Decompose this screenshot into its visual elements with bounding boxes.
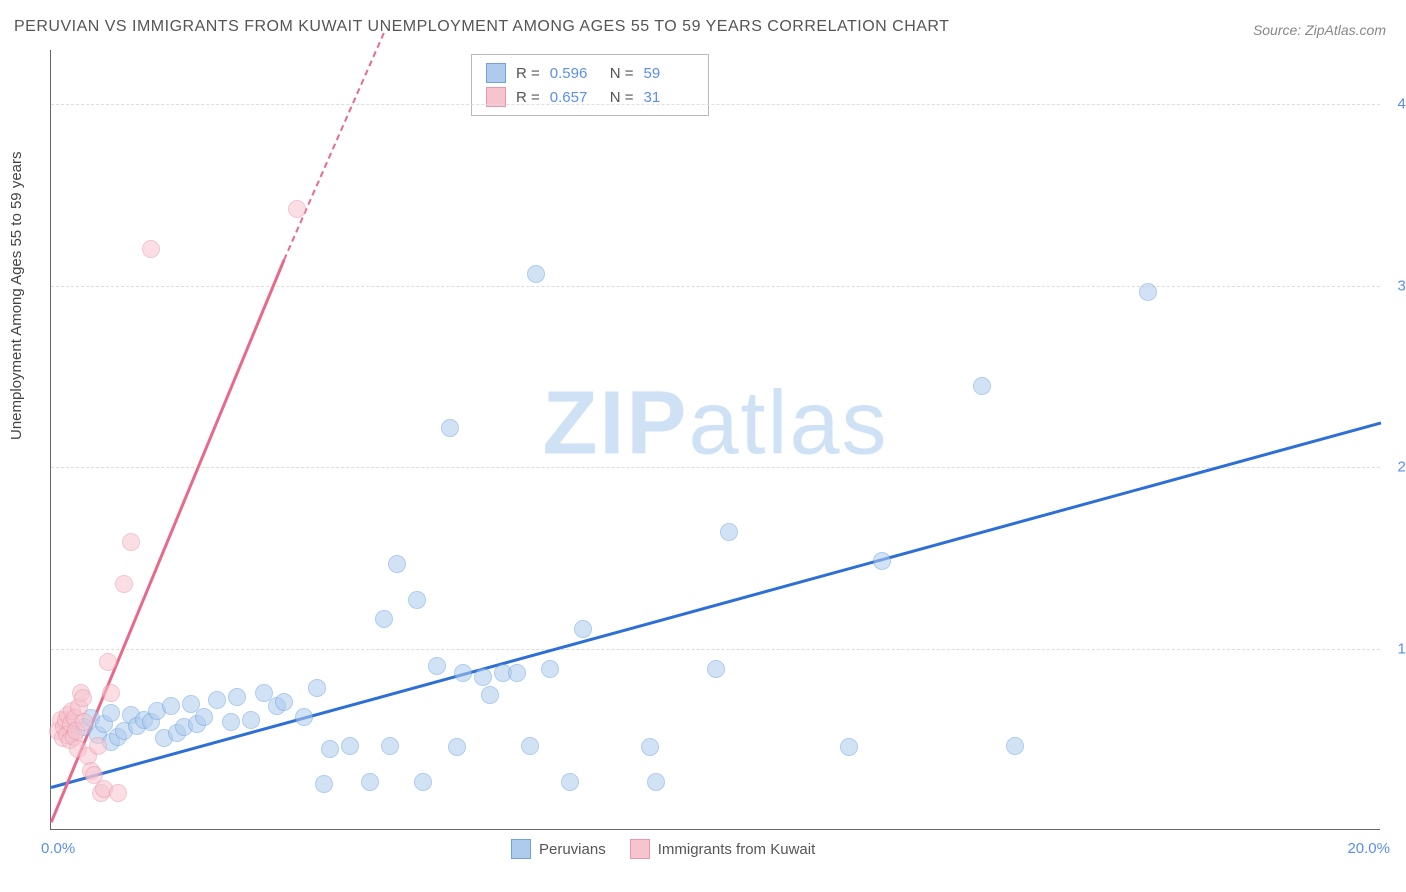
data-point (109, 784, 127, 802)
data-point (242, 711, 260, 729)
data-point (195, 708, 213, 726)
x-tick-right: 20.0% (1347, 840, 1390, 857)
data-point (115, 575, 133, 593)
data-point (228, 688, 246, 706)
stats-legend: R = 0.596 N = 59 R = 0.657 N = 31 (471, 54, 709, 116)
swatch-series-1 (486, 63, 506, 83)
data-point (315, 775, 333, 793)
data-point (641, 738, 659, 756)
y-tick-label: 40.0% (1397, 96, 1406, 113)
data-point (521, 737, 539, 755)
n-label: N = (610, 65, 634, 82)
n-value-1: 59 (644, 65, 694, 82)
data-point (102, 684, 120, 702)
data-point (89, 737, 107, 755)
data-point (208, 691, 226, 709)
data-point (428, 657, 446, 675)
data-point (574, 620, 592, 638)
data-point (361, 773, 379, 791)
y-tick-label: 30.0% (1397, 277, 1406, 294)
data-point (441, 419, 459, 437)
r-label: R = (516, 65, 540, 82)
source-label: Source: ZipAtlas.com (1253, 22, 1386, 38)
y-axis-label: Unemployment Among Ages 55 to 59 years (8, 151, 25, 440)
data-point (1006, 737, 1024, 755)
data-point (720, 523, 738, 541)
data-point (381, 737, 399, 755)
data-point (75, 713, 93, 731)
data-point (408, 591, 426, 609)
data-point (454, 664, 472, 682)
data-point (99, 653, 117, 671)
data-point (162, 697, 180, 715)
swatch-series-1 (511, 839, 531, 859)
data-point (388, 555, 406, 573)
data-point (1139, 283, 1157, 301)
data-point (74, 689, 92, 707)
data-point (122, 533, 140, 551)
r-value-2: 0.657 (550, 89, 600, 106)
data-point (142, 240, 160, 258)
legend-item-2: Immigrants from Kuwait (630, 839, 816, 859)
stats-row-1: R = 0.596 N = 59 (486, 61, 694, 85)
bottom-legend: Peruvians Immigrants from Kuwait (511, 839, 815, 859)
legend-label-1: Peruvians (539, 841, 606, 858)
grid-line (51, 286, 1380, 287)
n-label: N = (610, 89, 634, 106)
n-value-2: 31 (644, 89, 694, 106)
chart-title: PERUVIAN VS IMMIGRANTS FROM KUWAIT UNEMP… (14, 18, 949, 36)
r-label: R = (516, 89, 540, 106)
plot-area: ZIPatlas R = 0.596 N = 59 R = 0.657 N = … (50, 50, 1380, 830)
grid-line (51, 104, 1380, 105)
data-point (375, 610, 393, 628)
watermark-atlas: atlas (688, 373, 888, 473)
data-point (474, 668, 492, 686)
data-point (840, 738, 858, 756)
grid-line (51, 467, 1380, 468)
x-tick-left: 0.0% (41, 840, 75, 857)
r-value-1: 0.596 (550, 65, 600, 82)
data-point (707, 660, 725, 678)
legend-label-2: Immigrants from Kuwait (658, 841, 816, 858)
watermark-zip: ZIP (542, 373, 688, 473)
data-point (508, 664, 526, 682)
data-point (295, 708, 313, 726)
data-point (481, 686, 499, 704)
data-point (321, 740, 339, 758)
data-point (102, 704, 120, 722)
data-point (973, 377, 991, 395)
data-point (527, 265, 545, 283)
trend-line (283, 32, 385, 260)
y-tick-label: 20.0% (1397, 459, 1406, 476)
data-point (414, 773, 432, 791)
data-point (448, 738, 466, 756)
data-point (873, 552, 891, 570)
data-point (288, 200, 306, 218)
data-point (275, 693, 293, 711)
data-point (541, 660, 559, 678)
swatch-series-2 (630, 839, 650, 859)
legend-item-1: Peruvians (511, 839, 606, 859)
data-point (647, 773, 665, 791)
data-point (561, 773, 579, 791)
data-point (308, 679, 326, 697)
trend-line (51, 422, 1382, 789)
grid-line (51, 649, 1380, 650)
watermark: ZIPatlas (542, 372, 888, 475)
y-tick-label: 10.0% (1397, 640, 1406, 657)
data-point (222, 713, 240, 731)
data-point (341, 737, 359, 755)
